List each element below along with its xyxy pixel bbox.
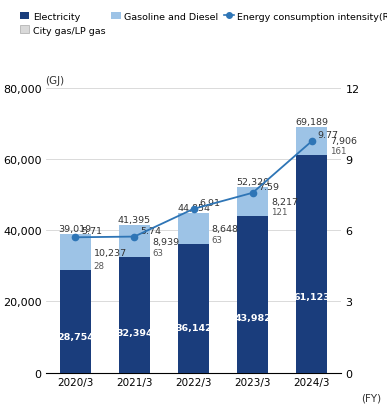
- Text: 6.91: 6.91: [199, 198, 221, 207]
- Text: 63: 63: [153, 249, 164, 258]
- Legend: Electricity, City gas/LP gas, Gasoline and Diesel, Energy consumption intensity(: Electricity, City gas/LP gas, Gasoline a…: [16, 9, 387, 39]
- Bar: [237, 217, 268, 373]
- Bar: [237, 187, 268, 216]
- Text: 5.71: 5.71: [81, 227, 102, 236]
- Text: 7.59: 7.59: [259, 182, 279, 192]
- Text: 8,648: 8,648: [212, 224, 239, 233]
- Text: 41,395: 41,395: [118, 216, 151, 225]
- Text: 63: 63: [212, 236, 223, 245]
- Bar: [296, 128, 327, 156]
- Bar: [60, 234, 91, 271]
- Text: 9.77: 9.77: [318, 131, 339, 140]
- Text: 5.74: 5.74: [140, 226, 161, 235]
- Text: 61,123: 61,123: [293, 292, 330, 301]
- Text: (FY): (FY): [361, 392, 382, 402]
- Bar: [178, 214, 209, 244]
- Text: 39,019: 39,019: [58, 224, 92, 233]
- Text: 36,142: 36,142: [175, 323, 212, 332]
- Text: 69,189: 69,189: [295, 117, 328, 126]
- Text: 10,237: 10,237: [94, 248, 127, 257]
- Text: 32,394: 32,394: [116, 328, 152, 337]
- Bar: [178, 245, 209, 373]
- Text: 43,982: 43,982: [234, 313, 271, 322]
- Text: 28: 28: [94, 262, 104, 271]
- Text: 8,939: 8,939: [153, 237, 180, 246]
- Bar: [296, 156, 327, 373]
- Bar: [237, 216, 268, 217]
- Text: 121: 121: [271, 208, 288, 217]
- Text: 44,854: 44,854: [177, 204, 210, 213]
- Text: 52,320: 52,320: [236, 177, 269, 186]
- Text: 28,754: 28,754: [57, 333, 94, 341]
- Bar: [119, 258, 150, 373]
- Text: (GJ): (GJ): [46, 76, 65, 86]
- Text: 8,217: 8,217: [271, 197, 298, 206]
- Text: 7,906: 7,906: [330, 137, 357, 146]
- Bar: [60, 271, 91, 373]
- Text: 161: 161: [330, 147, 347, 156]
- Bar: [119, 226, 150, 258]
